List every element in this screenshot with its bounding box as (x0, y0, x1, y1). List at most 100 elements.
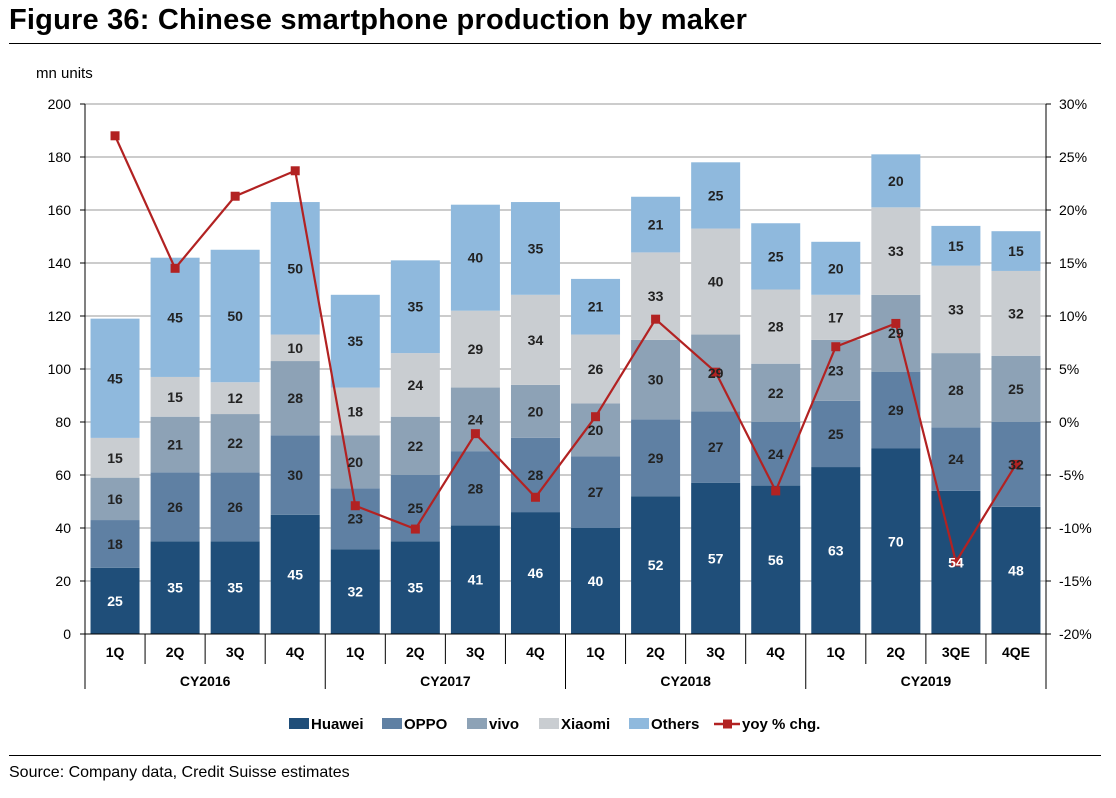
data-label: 21 (648, 217, 664, 233)
data-label: 20 (588, 422, 604, 438)
data-label: 57 (708, 550, 724, 566)
data-label: 41 (468, 572, 484, 588)
data-label: 32 (347, 584, 363, 600)
yoy-marker (771, 486, 781, 496)
bar-huawei (991, 506, 1041, 634)
data-label: 28 (948, 382, 964, 398)
bar-others (691, 162, 741, 229)
yoy-marker (891, 318, 901, 328)
data-label: 32 (1008, 456, 1024, 472)
data-label: 15 (1008, 243, 1024, 259)
y-tick-label: 160 (48, 202, 72, 218)
data-label: 15 (167, 389, 183, 405)
bar-oppo (150, 472, 200, 542)
data-label: 26 (227, 499, 243, 515)
legend-label: yoy % chg. (742, 716, 820, 733)
data-label: 34 (528, 332, 544, 348)
bar-xiaomi (691, 228, 741, 335)
data-label: 35 (408, 580, 424, 596)
y2-tick-label: -15% (1059, 573, 1092, 589)
x-group-label: CY2018 (660, 673, 711, 689)
data-label: 70 (888, 533, 904, 549)
legend-swatch-oppo (382, 718, 402, 729)
bar-oppo (270, 435, 320, 515)
bar-huawei (330, 549, 380, 634)
bar-vivo (270, 361, 320, 436)
x-tick-label: 4Q (286, 644, 305, 660)
data-label: 15 (107, 450, 123, 466)
data-label: 25 (1008, 381, 1024, 397)
x-group-label: CY2017 (420, 673, 471, 689)
data-label: 18 (347, 403, 363, 419)
data-label: 16 (107, 491, 123, 507)
yoy-marker (591, 412, 601, 422)
bar-others (330, 294, 380, 388)
yoy-marker (350, 501, 360, 511)
yoy-marker (170, 263, 180, 273)
bar-xiaomi (210, 382, 260, 415)
bar-huawei (631, 496, 681, 634)
data-label: 20 (888, 173, 904, 189)
data-label: 35 (167, 580, 183, 596)
y-tick-label: 20 (55, 573, 71, 589)
data-label: 63 (828, 543, 844, 559)
bar-huawei (270, 514, 320, 634)
x-group-label: CY2019 (901, 673, 952, 689)
data-label: 26 (167, 499, 183, 515)
bar-xiaomi (270, 334, 320, 362)
bar-huawei (751, 485, 801, 634)
footer-divider (9, 755, 1101, 756)
data-label: 24 (948, 451, 964, 467)
y-tick-label: 120 (48, 308, 72, 324)
legend: Huawei OPPO vivo Xiaomi Others yoy % chg. (289, 716, 820, 733)
bar-huawei (871, 448, 921, 634)
y2-tick-label: -20% (1059, 626, 1092, 642)
legend-swatch-vivo (467, 718, 487, 729)
yoy-marker (230, 191, 240, 201)
data-label: 28 (287, 390, 303, 406)
yoy-marker (110, 131, 120, 141)
bar-xiaomi (390, 353, 440, 417)
data-label: 46 (528, 565, 544, 581)
yoy-marker (651, 314, 661, 324)
y-tick-label: 0 (63, 626, 71, 642)
legend-swatch-huawei (289, 718, 309, 729)
bar-xiaomi (991, 270, 1041, 356)
data-label: 29 (888, 325, 904, 341)
data-label: 33 (648, 288, 664, 304)
legend-label: OPPO (404, 716, 448, 733)
data-label: 45 (107, 370, 123, 386)
data-label: 35 (347, 333, 363, 349)
bar-vivo (931, 353, 981, 428)
x-tick-label: 2Q (646, 644, 665, 660)
bar-vivo (450, 387, 500, 452)
data-label: 24 (768, 446, 784, 462)
bar-huawei (150, 541, 200, 634)
bar-others (931, 225, 981, 266)
data-label: 20 (347, 454, 363, 470)
data-label: 40 (588, 573, 604, 589)
bar-huawei (571, 528, 621, 634)
bar-xiaomi (510, 294, 560, 385)
bar-xiaomi (751, 289, 801, 364)
data-label: 28 (768, 319, 784, 335)
data-label: 24 (408, 377, 424, 393)
yoy-marker (410, 524, 420, 534)
bar-vivo (510, 384, 560, 438)
y2-tick-label: 25% (1059, 149, 1087, 165)
bar-oppo (691, 411, 741, 483)
data-label: 21 (167, 437, 183, 453)
data-label: 18 (107, 536, 123, 552)
x-tick-label: 2Q (166, 644, 185, 660)
bar-others (751, 223, 801, 290)
y2-tick-label: 5% (1059, 361, 1079, 377)
data-label: 24 (468, 411, 484, 427)
data-label: 25 (828, 426, 844, 442)
data-label: 23 (347, 511, 363, 527)
bar-huawei (691, 482, 741, 634)
data-label: 23 (828, 362, 844, 378)
yoy-marker (951, 557, 961, 567)
y-tick-label: 200 (48, 96, 72, 112)
y-tick-label: 80 (55, 414, 71, 430)
legend-label: Xiaomi (561, 716, 610, 733)
